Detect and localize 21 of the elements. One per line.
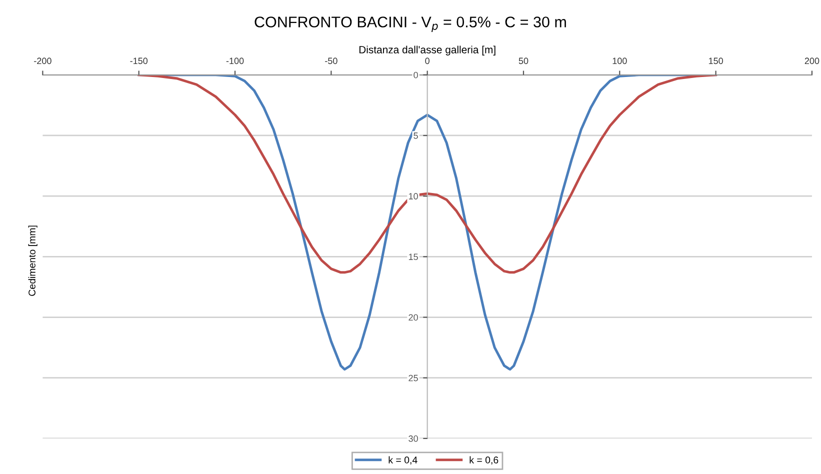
chart-title: CONFRONTO BACINI - V$_{p}$ = 0.5% - C = 30 m [254,16,566,32]
y-tick-label: 0 [414,72,418,78]
legend-label: k = 0,4 [388,456,418,465]
x-tick-label: 50 [518,58,528,64]
y-axis-title: Cedimento [mm] [28,226,38,296]
y-tick-label: 15 [408,254,418,260]
x-tick-label: 0 [425,58,430,64]
y-tick-label: 25 [408,374,418,382]
legend-label: k = 0,6 [470,456,498,465]
y-tick-label: 10 [408,193,418,200]
y-tick-label: 5 [414,132,418,139]
x-tick-label: 150 [708,58,723,64]
x-tick-label: -100 [226,58,244,64]
x-tick-label: -200 [34,58,52,64]
x-axis-title: Distanza dall'asse galleria [m] [359,46,496,56]
y-tick-label: 20 [408,314,418,321]
y-tick-label: 30 [408,435,418,442]
x-tick-label: -150 [130,58,148,64]
x-tick-label: 200 [804,58,820,64]
x-tick-label: 100 [612,58,627,64]
x-tick-label: -50 [325,58,338,64]
